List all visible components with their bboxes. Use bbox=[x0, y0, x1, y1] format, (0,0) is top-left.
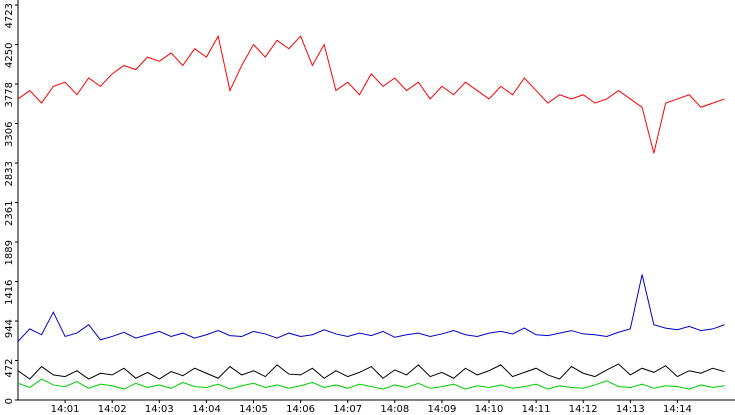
x-tick-label: 14:14 bbox=[663, 404, 692, 415]
x-tick-label: 14:02 bbox=[98, 404, 127, 415]
x-tick-label: 14:07 bbox=[333, 404, 362, 415]
y-tick-label: 3778 bbox=[4, 82, 15, 107]
y-tick-label: 1889 bbox=[4, 240, 15, 265]
y-tick-label: 3306 bbox=[4, 122, 15, 147]
x-tick-label: 14:11 bbox=[522, 404, 551, 415]
x-tick-label: 14:09 bbox=[427, 404, 456, 415]
y-tick-label: 0 bbox=[4, 398, 15, 404]
x-tick-label: 14:10 bbox=[475, 404, 504, 415]
x-tick-label: 14:06 bbox=[286, 404, 315, 415]
x-tick-label: 14:08 bbox=[380, 404, 409, 415]
series-line bbox=[17, 378, 725, 390]
y-tick-label: 4723 bbox=[4, 3, 15, 28]
y-tick-label: 1416 bbox=[4, 280, 15, 305]
y-tick-label: 2833 bbox=[4, 161, 15, 186]
x-tick-label: 14:03 bbox=[145, 404, 174, 415]
x-tick-label: 14:04 bbox=[192, 404, 221, 415]
y-tick-label: 2361 bbox=[4, 201, 15, 226]
y-tick-label: 4250 bbox=[4, 43, 15, 68]
series-line bbox=[17, 34, 725, 154]
x-tick-label: 14:13 bbox=[616, 404, 645, 415]
y-tick-label: 472 bbox=[4, 359, 15, 378]
x-tick-label: 14:12 bbox=[569, 404, 598, 415]
series-line bbox=[17, 363, 725, 380]
x-tick-label: 14:05 bbox=[239, 404, 268, 415]
y-tick-label: 944 bbox=[4, 319, 15, 338]
x-tick-label: 14:01 bbox=[51, 404, 80, 415]
series-line bbox=[17, 274, 725, 342]
